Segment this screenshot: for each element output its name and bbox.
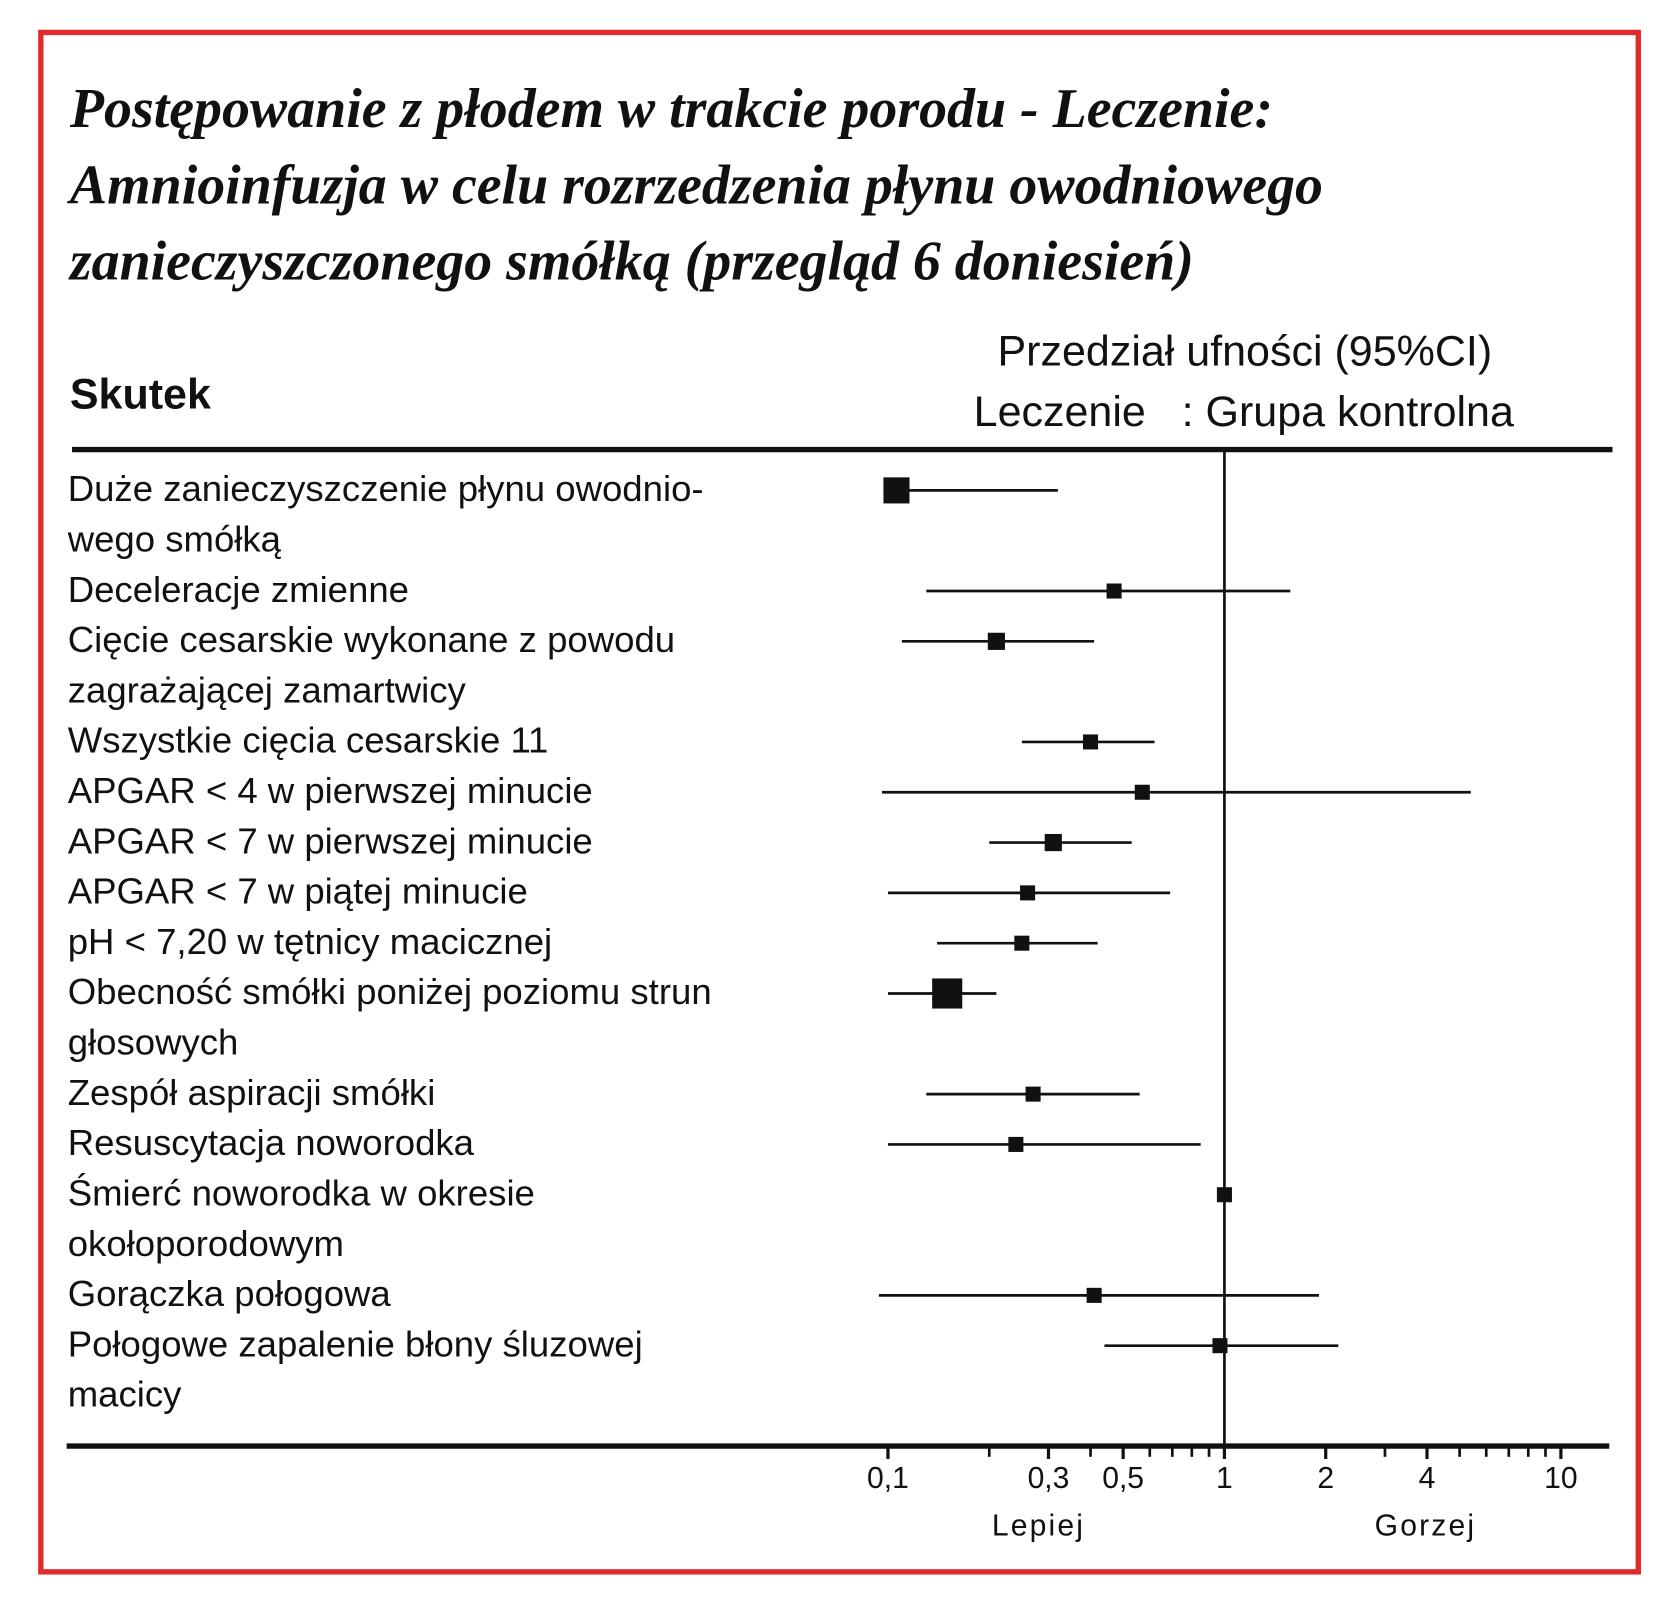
outcome-label: Obecność smółki poniżej poziomu strun: [68, 971, 712, 1012]
column-header: Skutek: [70, 371, 211, 419]
point-estimate: [1134, 784, 1150, 800]
right-label: Gorzej: [1375, 1509, 1477, 1542]
x-tick-label: 10: [1544, 1462, 1577, 1495]
left-label: Lepiej: [992, 1509, 1085, 1542]
point-estimate: [1212, 1338, 1228, 1354]
point-estimate: [1083, 734, 1099, 750]
x-tick-label: 0,5: [1102, 1462, 1144, 1495]
point-estimate: [1216, 1187, 1232, 1203]
outcome-label: okołoporodowym: [68, 1223, 344, 1264]
outcome-label: APGAR < 7 w piątej minucie: [68, 871, 528, 912]
outcome-label: wego smółką: [67, 518, 282, 559]
outcome-label: APGAR < 7 w pierwszej minucie: [68, 820, 593, 861]
title-line: zanieczyszczonego smółką (przegląd 6 don…: [68, 231, 1194, 293]
outcome-label: macicy: [68, 1374, 182, 1415]
point-estimate: [1106, 583, 1122, 599]
outcome-label: Wszystkie cięcia cesarskie 11: [68, 720, 549, 761]
title-line: Amnioinfuzja w celu rozrzedzenia płynu o…: [67, 154, 1323, 216]
outcome-label: Cięcie cesarskie wykonane z powodu: [68, 619, 675, 660]
point-estimate: [883, 477, 910, 504]
outcome-label: Gorączka połogowa: [68, 1273, 392, 1314]
comparison-header: Leczenie : Grupa kontrolna: [974, 388, 1514, 436]
outcome-label: APGAR < 4 w pierwszej minucie: [68, 770, 593, 811]
outcome-label: Duże zanieczyszczenie płynu owodnio-: [68, 468, 704, 509]
point-estimate: [987, 632, 1005, 650]
frame-border: [38, 29, 1641, 1575]
point-estimate: [932, 978, 963, 1009]
x-tick-label: 0,3: [1028, 1462, 1070, 1495]
x-tick-label: 2: [1317, 1462, 1334, 1495]
ci-header: Przedział ufności (95%CI): [997, 328, 1492, 376]
x-tick-label: 0,1: [867, 1462, 909, 1495]
point-estimate: [1020, 885, 1036, 901]
outcome-label: Śmierć noworodka w okresie: [68, 1171, 535, 1213]
x-tick-label: 1: [1216, 1462, 1233, 1495]
outcome-label: Połogowe zapalenie błony śluzowej: [68, 1323, 643, 1364]
outcome-label: pH < 7,20 w tętnicy macicznej: [68, 921, 552, 962]
title-line: Postępowanie z płodem w trakcie porodu -…: [69, 78, 1273, 140]
point-estimate: [1008, 1136, 1024, 1152]
point-estimate: [1086, 1287, 1102, 1303]
outcome-label: zagrażającej zamartwicy: [68, 669, 467, 710]
outcome-label: głosowych: [68, 1022, 239, 1063]
x-tick-label: 4: [1419, 1462, 1436, 1495]
outcome-label: Resuscytacja noworodka: [68, 1122, 475, 1163]
point-estimate: [1014, 935, 1030, 951]
point-estimate: [1025, 1086, 1041, 1102]
outcome-label: Zespół aspiracji smółki: [68, 1072, 436, 1113]
point-estimate: [1044, 833, 1062, 852]
outcome-label: Deceleracje zmienne: [68, 569, 409, 610]
